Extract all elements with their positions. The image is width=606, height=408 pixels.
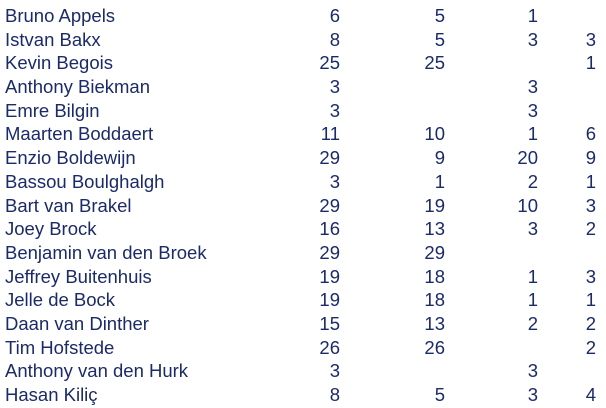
stat-cell-1: 15: [319, 312, 340, 334]
stat-cell-3: 1: [527, 123, 538, 145]
stat-cell-4: 6: [585, 123, 596, 145]
stat-cell-3: 1: [527, 5, 538, 26]
stat-cell-3: 2: [527, 312, 538, 334]
player-name: Emre Bilgin: [5, 99, 100, 121]
player-name: Benjamin van den Broek: [5, 241, 207, 263]
player-name: Kevin Begois: [5, 52, 113, 74]
stat-cell-1: 3: [329, 170, 340, 192]
player-name: Jeffrey Buitenhuis: [5, 265, 152, 287]
stat-cell-1: 3: [329, 360, 340, 382]
stat-cell-2: 5: [434, 28, 445, 50]
stat-cell-2: 18: [424, 289, 445, 311]
player-name: Istvan Bakx: [5, 28, 101, 50]
stat-cell-2: 25: [424, 52, 445, 74]
table-row: Jeffrey Buitenhuis 19 18 1 3: [0, 265, 606, 289]
player-name: Joey Brock: [5, 218, 97, 240]
table-row: Bart van Brakel 29 19 10 3: [0, 194, 606, 218]
table-row: Istvan Bakx 8 5 3 3: [0, 28, 606, 52]
stat-cell-1: 16: [319, 218, 340, 240]
table-row: Benjamin van den Broek 29 29: [0, 241, 606, 265]
player-name: Tim Hofstede: [5, 336, 115, 358]
stat-cell-3: 1: [527, 289, 538, 311]
player-name: Maarten Boddaert: [5, 123, 154, 145]
table-row: Tim Hofstede 26 26 2: [0, 336, 606, 360]
player-name: Bassou Boulghalgh: [5, 170, 165, 192]
stat-cell-1: 29: [319, 241, 340, 263]
stat-cell-4: 1: [585, 52, 596, 74]
stat-cell-4: 9: [585, 147, 596, 169]
stat-cell-3: 3: [527, 28, 538, 50]
player-name: Bart van Brakel: [5, 194, 132, 216]
stat-cell-4: 2: [585, 218, 596, 240]
stat-cell-4: 3: [585, 28, 596, 50]
stat-cell-2: 19: [424, 194, 445, 216]
stat-cell-2: 13: [424, 218, 445, 240]
table-row: Joey Brock 16 13 3 2: [0, 217, 606, 241]
stat-cell-1: 8: [329, 28, 340, 50]
table-row: Hasan Kiliç 8 5 3 4: [0, 383, 606, 407]
stat-cell-1: 3: [329, 76, 340, 98]
stat-cell-1: 3: [329, 99, 340, 121]
stat-cell-1: 29: [319, 147, 340, 169]
stat-cell-4: 2: [585, 336, 596, 358]
stat-cell-3: 3: [527, 360, 538, 382]
player-name: Jelle de Bock: [5, 289, 116, 311]
stat-cell-4: 2: [585, 312, 596, 334]
player-name: Bruno Appels: [5, 5, 116, 26]
stat-cell-2: 29: [424, 241, 445, 263]
stat-cell-2: 1: [434, 170, 445, 192]
player-name: Hasan Kiliç: [5, 384, 98, 405]
stat-cell-3: 20: [517, 147, 538, 169]
stat-cell-4: 4: [585, 384, 596, 405]
player-name: Daan van Dinther: [5, 312, 149, 334]
stat-cell-3: 3: [527, 76, 538, 98]
stat-cell-1: 19: [319, 265, 340, 287]
stat-cell-3: 3: [527, 384, 538, 405]
stat-cell-3: 1: [527, 265, 538, 287]
table-row: Anthony van den Hurk 3 3: [0, 359, 606, 383]
stat-cell-3: 2: [527, 170, 538, 192]
stat-cell-3: 3: [527, 99, 538, 121]
table-row: Anthony Biekman 3 3: [0, 75, 606, 99]
table-row: Daan van Dinther 15 13 2 2: [0, 312, 606, 336]
stat-cell-4: 1: [585, 170, 596, 192]
player-stats-table: Bruno Appels 6 5 1 Istvan Bakx 8 5 3 3 Kevin Bego…: [0, 4, 606, 407]
stat-cell-4: 3: [585, 265, 596, 287]
player-name: Anthony van den Hurk: [5, 360, 189, 382]
player-name: Anthony Biekman: [5, 76, 151, 98]
stat-cell-1: 11: [320, 123, 340, 145]
table-row: Emre Bilgin 3 3: [0, 99, 606, 123]
stat-cell-3: 10: [517, 194, 538, 216]
stat-cell-2: 9: [434, 147, 445, 169]
stat-cell-1: 8: [329, 384, 340, 405]
stat-cell-4: 3: [585, 194, 596, 216]
table-row: Bassou Boulghalgh 3 1 2 1: [0, 170, 606, 194]
stat-cell-1: 29: [319, 194, 340, 216]
stat-cell-2: 5: [434, 384, 445, 405]
stat-cell-1: 19: [319, 289, 340, 311]
stat-cell-2: 10: [424, 123, 445, 145]
table-row: Enzio Boldewijn 29 9 20 9: [0, 146, 606, 170]
table-row: Maarten Boddaert 11 10 1 6: [0, 122, 606, 146]
stat-cell-3: 3: [527, 218, 538, 240]
table-row: Jelle de Bock 19 18 1 1: [0, 288, 606, 312]
stat-cell-2: 13: [424, 312, 445, 334]
table-row: Kevin Begois 25 25 1: [0, 51, 606, 75]
stat-cell-2: 5: [434, 5, 445, 26]
stat-cell-1: 26: [319, 336, 340, 358]
stat-cell-4: 1: [585, 289, 596, 311]
stat-cell-2: 18: [424, 265, 445, 287]
stat-cell-2: 26: [424, 336, 445, 358]
table-row: Bruno Appels 6 5 1: [0, 4, 606, 28]
stat-cell-1: 25: [319, 52, 340, 74]
stat-cell-1: 6: [329, 5, 340, 26]
player-name: Enzio Boldewijn: [5, 147, 136, 169]
